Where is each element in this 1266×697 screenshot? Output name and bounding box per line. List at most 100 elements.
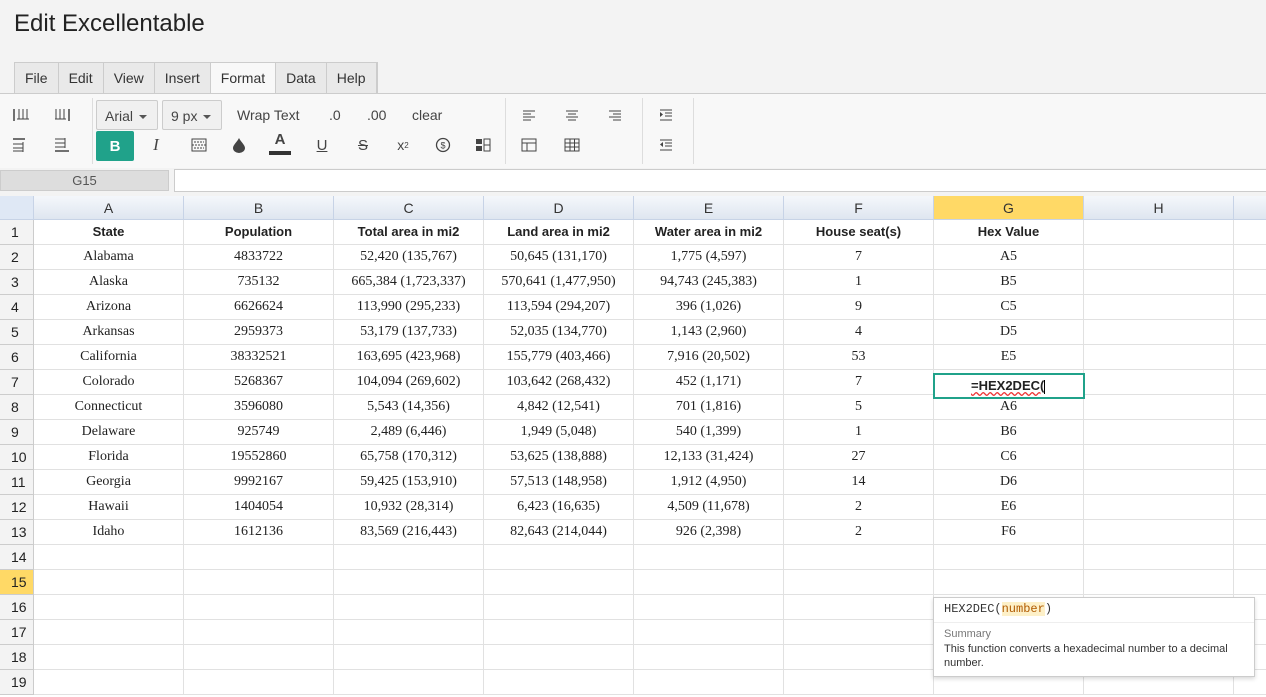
row-header[interactable]: 15 <box>0 570 34 595</box>
table-cell[interactable]: C6 <box>934 445 1084 470</box>
header-cell[interactable]: Land area in mi2 <box>484 220 634 245</box>
table-cell[interactable] <box>634 645 784 670</box>
table-cell[interactable] <box>1234 570 1266 595</box>
table-cell[interactable] <box>1084 320 1234 345</box>
column-header-c[interactable]: C <box>334 196 484 220</box>
menu-format[interactable]: Format <box>210 63 277 94</box>
table-cell[interactable] <box>34 570 184 595</box>
row-header[interactable]: 10 <box>0 445 34 470</box>
row-header[interactable]: 9 <box>0 420 34 445</box>
column-header-d[interactable]: D <box>484 196 634 220</box>
table-cell[interactable]: 396 (1,026) <box>634 295 784 320</box>
table-cell[interactable]: B6 <box>934 420 1084 445</box>
table-cell[interactable]: 540 (1,399) <box>634 420 784 445</box>
table-cell[interactable]: 701 (1,816) <box>634 395 784 420</box>
table-cell[interactable] <box>1084 420 1234 445</box>
table-cell[interactable]: 94,743 (245,383) <box>634 270 784 295</box>
table-cell[interactable]: 1,949 (5,048) <box>484 420 634 445</box>
table-cell[interactable]: 19552860 <box>184 445 334 470</box>
merge-cells-icon[interactable] <box>516 132 542 158</box>
insert-column-left-icon[interactable] <box>8 102 34 128</box>
currency-icon[interactable]: $ <box>430 132 456 158</box>
table-cell[interactable] <box>784 545 934 570</box>
table-cell[interactable]: 452 (1,171) <box>634 370 784 395</box>
strikethrough-button[interactable]: S <box>357 136 368 154</box>
table-cell[interactable] <box>1084 445 1234 470</box>
table-cell[interactable]: 53,179 (137,733) <box>334 320 484 345</box>
table-cell[interactable] <box>184 570 334 595</box>
table-cell[interactable]: 926 (2,398) <box>634 520 784 545</box>
table-cell[interactable] <box>484 545 634 570</box>
table-cell[interactable]: 7 <box>784 370 934 395</box>
table-cell[interactable]: B5 <box>934 270 1084 295</box>
table-cell[interactable] <box>784 595 934 620</box>
table-cell[interactable] <box>1084 545 1234 570</box>
table-cell[interactable]: F6 <box>934 520 1084 545</box>
header-cell[interactable]: House seat(s) <box>784 220 934 245</box>
table-cell[interactable]: 2,489 (6,446) <box>334 420 484 445</box>
table-cell[interactable] <box>1084 520 1234 545</box>
table-cell[interactable]: 113,594 (294,207) <box>484 295 634 320</box>
table-cell[interactable]: 7 <box>784 245 934 270</box>
table-cell[interactable] <box>184 595 334 620</box>
table-cell[interactable]: 163,695 (423,968) <box>334 345 484 370</box>
table-cell[interactable]: 83,569 (216,443) <box>334 520 484 545</box>
table-cell[interactable]: 52,420 (135,767) <box>334 245 484 270</box>
table-cell[interactable] <box>934 570 1084 595</box>
cell-reference-box[interactable]: G15 <box>0 170 169 191</box>
table-cell[interactable] <box>1084 670 1234 695</box>
table-cell[interactable]: 10,932 (28,314) <box>334 495 484 520</box>
table-cell[interactable] <box>334 670 484 695</box>
table-cell[interactable] <box>1234 220 1266 245</box>
table-cell[interactable]: 52,035 (134,770) <box>484 320 634 345</box>
cell-editor[interactable]: =HEX2DEC( <box>933 373 1085 399</box>
row-header[interactable]: 18 <box>0 645 34 670</box>
italic-button[interactable]: I <box>153 135 159 154</box>
row-header[interactable]: 19 <box>0 670 34 695</box>
header-cell[interactable]: Water area in mi2 <box>634 220 784 245</box>
table-cell[interactable]: 4,509 (11,678) <box>634 495 784 520</box>
conditional-format-icon[interactable] <box>470 132 496 158</box>
table-cell[interactable] <box>1234 495 1266 520</box>
table-cell[interactable] <box>1234 395 1266 420</box>
menu-view[interactable]: View <box>103 63 155 94</box>
table-cell[interactable]: 1404054 <box>184 495 334 520</box>
table-cell[interactable]: 38332521 <box>184 345 334 370</box>
table-cell[interactable]: 7,916 (20,502) <box>634 345 784 370</box>
table-cell[interactable] <box>1084 395 1234 420</box>
table-cell[interactable] <box>934 545 1084 570</box>
table-cell[interactable]: 1,143 (2,960) <box>634 320 784 345</box>
table-cell[interactable]: 5268367 <box>184 370 334 395</box>
table-cell[interactable] <box>34 620 184 645</box>
table-cell[interactable] <box>484 645 634 670</box>
menu-edit[interactable]: Edit <box>58 63 104 94</box>
table-cell[interactable]: Arizona <box>34 295 184 320</box>
table-cell[interactable] <box>1084 495 1234 520</box>
table-cell[interactable] <box>1084 345 1234 370</box>
table-cell[interactable] <box>1084 370 1234 395</box>
table-cell[interactable] <box>784 620 934 645</box>
table-cell[interactable]: 50,645 (131,170) <box>484 245 634 270</box>
table-cell[interactable]: 735132 <box>184 270 334 295</box>
table-cell[interactable]: 9992167 <box>184 470 334 495</box>
table-cell[interactable] <box>1234 345 1266 370</box>
table-cell[interactable]: 5 <box>784 395 934 420</box>
table-cell[interactable]: Florida <box>34 445 184 470</box>
row-header[interactable]: 13 <box>0 520 34 545</box>
table-cell[interactable]: 104,094 (269,602) <box>334 370 484 395</box>
table-cell[interactable] <box>1234 670 1266 695</box>
table-cell[interactable] <box>634 620 784 645</box>
decrease-decimal-button[interactable]: .0 <box>329 107 341 123</box>
increase-decimal-button[interactable]: .00 <box>367 107 387 123</box>
table-cell[interactable]: Alabama <box>34 245 184 270</box>
table-cell[interactable] <box>934 670 1084 695</box>
underline-button[interactable]: U <box>316 136 328 154</box>
table-cell[interactable] <box>184 670 334 695</box>
menu-help[interactable]: Help <box>326 63 377 94</box>
table-cell[interactable]: 4833722 <box>184 245 334 270</box>
table-cell[interactable]: 59,425 (153,910) <box>334 470 484 495</box>
table-cell[interactable]: C5 <box>934 295 1084 320</box>
table-cell[interactable]: E5 <box>934 345 1084 370</box>
clear-format-button[interactable]: clear <box>412 107 443 123</box>
